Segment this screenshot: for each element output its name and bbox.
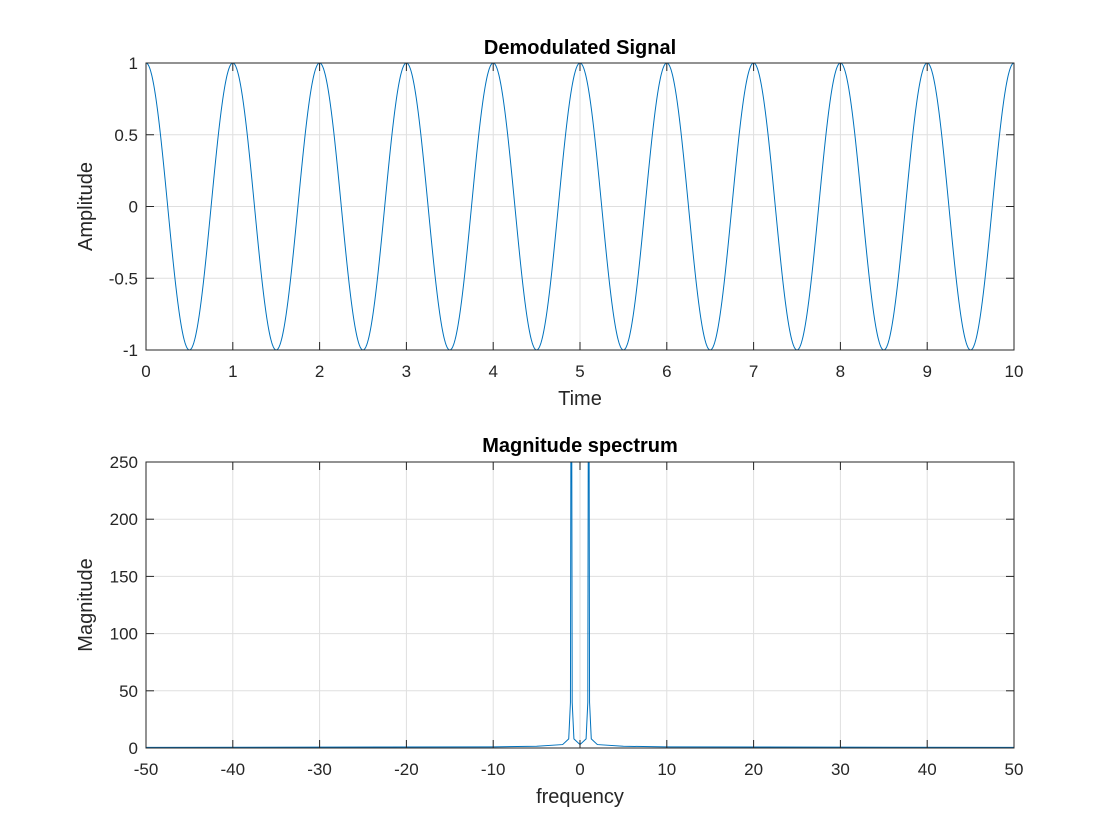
x-tick-label: 0 (141, 362, 150, 381)
x-tick-label: 4 (488, 362, 497, 381)
x-tick-label: 2 (315, 362, 324, 381)
x-tick-label: 10 (1005, 362, 1024, 381)
y-tick-label: 100 (110, 625, 138, 644)
x-tick-label: 7 (749, 362, 758, 381)
subplot-demodulated-signal: 0 1 2 3 4 5 6 7 8 9 10 -1 -0.5 0 0.5 1 Demodulated Sig… (75, 37, 1023, 410)
x-tick-label: 5 (575, 362, 584, 381)
x-tick-label: -20 (394, 760, 419, 779)
y-tick-label: 200 (110, 510, 138, 529)
y-tick-label: 0 (129, 739, 138, 758)
x-tick-label: -30 (307, 760, 332, 779)
y-tick-labels: 0 50 100 150 200 250 (110, 453, 138, 758)
x-tick-label: 3 (402, 362, 411, 381)
x-tick-label: 0 (575, 760, 584, 779)
chart-title: Magnitude spectrum (482, 435, 678, 457)
y-axis-label: Magnitude (75, 558, 97, 651)
y-tick-label: 0.5 (114, 126, 138, 145)
x-tick-label: 8 (836, 362, 845, 381)
x-tick-label: -10 (481, 760, 506, 779)
chart-title: Demodulated Signal (484, 37, 676, 59)
x-tick-label: 30 (831, 760, 850, 779)
y-tick-label: 0 (129, 198, 138, 217)
y-tick-label: 50 (119, 682, 138, 701)
x-axis-label: Time (558, 388, 602, 410)
y-tick-label: -0.5 (109, 269, 138, 288)
y-tick-label: 1 (129, 54, 138, 73)
x-tick-label: 1 (228, 362, 237, 381)
x-tick-label: 10 (657, 760, 676, 779)
x-tick-label: 40 (918, 760, 937, 779)
x-tick-label: -50 (134, 760, 159, 779)
y-axis-label: Amplitude (75, 162, 97, 251)
y-tick-label: 150 (110, 567, 138, 586)
x-tick-labels: 0 1 2 3 4 5 6 7 8 9 10 (141, 362, 1023, 381)
series-line-demodulated (146, 63, 1014, 350)
x-tick-label: 20 (744, 760, 763, 779)
y-tick-labels: -1 -0.5 0 0.5 1 (109, 54, 138, 360)
tick-marks (145, 461, 1015, 749)
subplot-magnitude-spectrum: -50 -40 -30 -20 -10 0 10 20 30 40 50 0 50 100 150 200 2… (75, 435, 1024, 808)
y-tick-label: 250 (110, 453, 138, 472)
x-tick-label: -40 (221, 760, 246, 779)
x-tick-label: 9 (922, 362, 931, 381)
x-tick-label: 50 (1005, 760, 1024, 779)
x-axis-label: frequency (536, 786, 624, 808)
x-tick-label: 6 (662, 362, 671, 381)
tick-marks (145, 62, 1015, 351)
x-tick-labels: -50 -40 -30 -20 -10 0 10 20 30 40 50 (134, 760, 1024, 779)
y-tick-label: -1 (123, 341, 138, 360)
